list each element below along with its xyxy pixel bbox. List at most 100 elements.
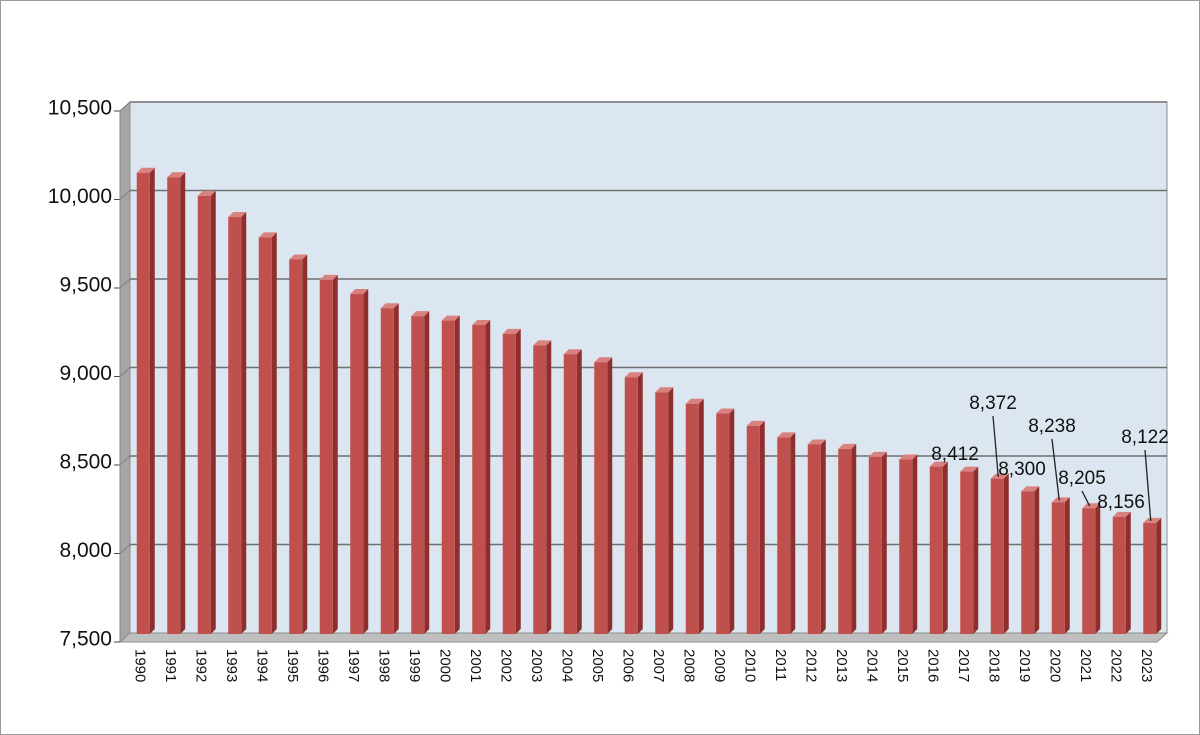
bar-top <box>502 328 521 334</box>
bar-top <box>350 289 369 295</box>
data-label: 8,122 <box>1121 427 1169 448</box>
x-tick-label: 2012 <box>802 649 819 682</box>
bar <box>624 377 638 634</box>
bar-top <box>258 232 277 238</box>
bar <box>838 448 852 634</box>
bar-side <box>637 372 643 634</box>
bar-top <box>746 420 765 426</box>
x-tick-label: 2014 <box>863 649 880 682</box>
bar-side <box>546 340 552 634</box>
bar <box>258 237 272 634</box>
bar-top <box>655 387 674 393</box>
bar-side <box>973 466 979 634</box>
bar <box>1143 522 1157 634</box>
bar <box>807 444 821 634</box>
data-label: 8,205 <box>1058 468 1106 489</box>
bar <box>1082 508 1096 634</box>
bar-top <box>167 172 186 178</box>
gridline-side <box>119 190 131 200</box>
bar-side <box>1034 486 1040 634</box>
bar-top <box>899 454 918 460</box>
data-label: 8,412 <box>931 444 979 465</box>
bar-side <box>1125 511 1131 634</box>
bar-side <box>851 443 857 634</box>
x-tick-label: 2001 <box>467 649 484 682</box>
bar-top <box>411 311 430 317</box>
y-tick-label: 8,000 <box>59 539 112 562</box>
bar-side <box>485 320 491 634</box>
x-tick-label: 2018 <box>985 649 1002 682</box>
bar <box>289 259 303 634</box>
bar-side <box>759 420 765 634</box>
bar-side <box>393 303 399 634</box>
gridline-side <box>119 278 131 289</box>
bar-top <box>380 303 399 309</box>
y-tick-label: 9,500 <box>59 274 112 297</box>
bar-top <box>1021 486 1040 492</box>
gridline-side <box>119 455 131 466</box>
x-tick-label: 1991 <box>162 649 179 682</box>
bar <box>1021 491 1035 634</box>
x-tick-label: 2022 <box>1107 649 1124 682</box>
data-label-leader <box>1144 449 1152 521</box>
bar <box>777 437 791 634</box>
bar <box>960 471 974 634</box>
bar-side <box>942 461 948 634</box>
bar-side <box>1095 503 1101 634</box>
bar <box>167 177 181 634</box>
bar-top <box>685 398 704 404</box>
bar-side <box>668 387 674 634</box>
bar-top <box>289 254 308 260</box>
bar-top <box>533 340 552 346</box>
x-tick-label: 2004 <box>558 649 575 682</box>
x-tick-label: 2017 <box>955 649 972 682</box>
x-tick-label: 2015 <box>894 649 911 682</box>
bar-top <box>990 473 1009 479</box>
x-tick-label: 2019 <box>1016 649 1033 682</box>
gridline-side <box>119 367 131 377</box>
bar-top <box>472 320 491 326</box>
x-tick-label: 1995 <box>284 649 301 682</box>
bar <box>136 172 150 635</box>
data-label: 8,238 <box>1028 416 1076 437</box>
x-tick-label: 2016 <box>924 649 941 682</box>
bar-top <box>838 443 857 449</box>
bar <box>472 325 486 634</box>
plot-floor <box>118 632 1169 643</box>
bar-top <box>1051 497 1070 503</box>
data-label: 8,156 <box>1097 492 1145 513</box>
bar-side <box>149 167 155 635</box>
x-tick-label: 2020 <box>1046 649 1063 682</box>
x-tick-label: 2023 <box>1138 649 1155 682</box>
bar-top <box>1082 503 1101 509</box>
data-label-leader <box>992 415 999 477</box>
x-tick-label: 1994 <box>253 649 270 682</box>
x-tick-label: 2010 <box>741 649 758 682</box>
bar <box>746 425 760 634</box>
y-tick-label: 8,500 <box>59 451 112 474</box>
bar-top <box>1143 517 1162 523</box>
bar <box>380 308 394 634</box>
bar <box>594 362 608 634</box>
y-tick-label: 9,000 <box>59 362 112 385</box>
x-tick-label: 2002 <box>497 649 514 682</box>
bar-side <box>454 315 460 634</box>
bar-side <box>241 212 247 635</box>
bar-side <box>912 454 918 634</box>
x-tick-label: 1992 <box>192 649 209 682</box>
bar-top <box>441 315 460 321</box>
x-tick-label: 1996 <box>314 649 331 682</box>
bar-side <box>698 398 704 634</box>
gridline-side <box>119 544 131 554</box>
bar-side <box>271 232 277 634</box>
x-tick-label: 2011 <box>772 649 789 681</box>
bar-side <box>1064 497 1070 634</box>
bar-side <box>576 349 582 634</box>
bar <box>899 459 913 634</box>
bar-top <box>777 432 796 438</box>
bar-top <box>1112 511 1131 517</box>
bar-side <box>1156 517 1162 634</box>
bar <box>319 279 333 634</box>
bar-side <box>424 311 430 634</box>
bar <box>228 217 242 635</box>
